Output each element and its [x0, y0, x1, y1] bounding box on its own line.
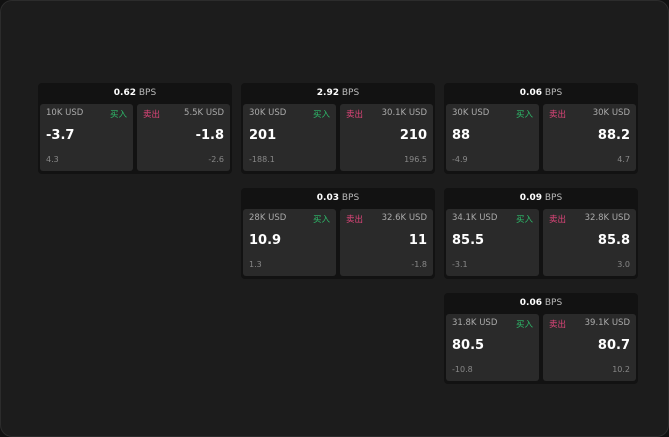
sell-label: 卖出 [549, 110, 567, 120]
ask-size: 30K USD [592, 108, 630, 118]
bid-change: -3.1 [452, 260, 468, 269]
sell-label: 卖出 [549, 320, 567, 330]
spread-unit: BPS [544, 88, 563, 98]
sell-tile[interactable]: 卖出 32.8K USD 85.8 3.0 [543, 209, 636, 276]
ask-price: 85.8 [597, 233, 630, 248]
bid-price: -3.7 [46, 128, 75, 143]
sell-tile[interactable]: 卖出 30K USD 88.2 4.7 [543, 104, 636, 171]
sell-label: 卖出 [143, 110, 161, 120]
buy-label: 买入 [312, 110, 330, 120]
ask-size: 32.8K USD [584, 213, 630, 223]
quote-card: 0.62 BPS 10K USD 买入 -3.7 4.3 卖出 5.5K USD -… [38, 83, 232, 174]
sell-tile[interactable]: 卖出 5.5K USD -1.8 -2.6 [137, 104, 230, 171]
ask-price: -1.8 [195, 128, 224, 143]
spread-value: 0.03 [316, 193, 339, 203]
bid-price: 88 [452, 128, 471, 143]
buy-label: 买入 [515, 215, 533, 225]
bid-change: 4.3 [46, 155, 59, 164]
sell-tile[interactable]: 卖出 39.1K USD 80.7 10.2 [543, 314, 636, 381]
ask-price: 80.7 [597, 338, 630, 353]
buy-tile[interactable]: 30K USD 买入 201 -188.1 [243, 104, 336, 171]
spread-value: 0.06 [519, 88, 542, 98]
quote-card: 0.09 BPS 34.1K USD 买入 85.5 -3.1 卖出 32.8K U… [444, 188, 638, 279]
ask-change: 3.0 [617, 260, 630, 269]
spread-header: 0.06 BPS [444, 293, 638, 314]
spread-header: 0.03 BPS [241, 188, 435, 209]
ask-size: 30.1K USD [381, 108, 427, 118]
bid-change: -10.8 [452, 365, 473, 374]
ask-size: 39.1K USD [584, 318, 630, 328]
sell-tile[interactable]: 卖出 32.6K USD 11 -1.8 [340, 209, 433, 276]
buy-tile[interactable]: 30K USD 买入 88 -4.9 [446, 104, 539, 171]
spread-value: 0.06 [519, 298, 542, 308]
quote-card: 2.92 BPS 30K USD 买入 201 -188.1 卖出 30.1K US… [241, 83, 435, 174]
quote-card: 0.06 BPS 30K USD 买入 88 -4.9 卖出 30K USD 88.… [444, 83, 638, 174]
buy-label: 买入 [312, 215, 330, 225]
spread-unit: BPS [544, 298, 563, 308]
ask-change: 4.7 [617, 155, 630, 164]
bid-size: 10K USD [46, 108, 84, 118]
bid-size: 31.8K USD [452, 318, 498, 328]
spread-unit: BPS [138, 88, 157, 98]
sell-label: 卖出 [346, 215, 364, 225]
spread-header: 0.62 BPS [38, 83, 232, 104]
sell-label: 卖出 [549, 215, 567, 225]
spread-header: 2.92 BPS [241, 83, 435, 104]
spread-unit: BPS [544, 193, 563, 203]
buy-label: 买入 [109, 110, 127, 120]
quote-card: 0.03 BPS 28K USD 买入 10.9 1.3 卖出 32.6K USD … [241, 188, 435, 279]
ask-change: 196.5 [404, 155, 427, 164]
spread-value: 2.92 [316, 88, 339, 98]
ask-price: 11 [408, 233, 427, 248]
ask-price: 88.2 [597, 128, 630, 143]
buy-tile[interactable]: 34.1K USD 买入 85.5 -3.1 [446, 209, 539, 276]
bid-change: 1.3 [249, 260, 262, 269]
ask-size: 32.6K USD [381, 213, 427, 223]
ask-change: -1.8 [411, 260, 427, 269]
bid-change: -4.9 [452, 155, 468, 164]
buy-label: 买入 [515, 320, 533, 330]
bid-price: 10.9 [249, 233, 282, 248]
bid-size: 30K USD [452, 108, 490, 118]
spread-unit: BPS [341, 193, 360, 203]
ask-price: 210 [399, 128, 427, 143]
spread-header: 0.06 BPS [444, 83, 638, 104]
spread-header: 0.09 BPS [444, 188, 638, 209]
ask-change: 10.2 [612, 365, 630, 374]
buy-tile[interactable]: 28K USD 买入 10.9 1.3 [243, 209, 336, 276]
sell-label: 卖出 [346, 110, 364, 120]
bid-size: 30K USD [249, 108, 287, 118]
bid-price: 85.5 [452, 233, 485, 248]
spread-value: 0.09 [519, 193, 542, 203]
buy-label: 买入 [515, 110, 533, 120]
quote-card: 0.06 BPS 31.8K USD 买入 80.5 -10.8 卖出 39.1K … [444, 293, 638, 384]
buy-tile[interactable]: 31.8K USD 买入 80.5 -10.8 [446, 314, 539, 381]
bid-price: 201 [249, 128, 277, 143]
bid-change: -188.1 [249, 155, 275, 164]
ask-change: -2.6 [208, 155, 224, 164]
spread-unit: BPS [341, 88, 360, 98]
bid-size: 28K USD [249, 213, 287, 223]
sell-tile[interactable]: 卖出 30.1K USD 210 196.5 [340, 104, 433, 171]
buy-tile[interactable]: 10K USD 买入 -3.7 4.3 [40, 104, 133, 171]
bid-price: 80.5 [452, 338, 485, 353]
ask-size: 5.5K USD [184, 108, 224, 118]
bid-size: 34.1K USD [452, 213, 498, 223]
spread-value: 0.62 [113, 88, 136, 98]
